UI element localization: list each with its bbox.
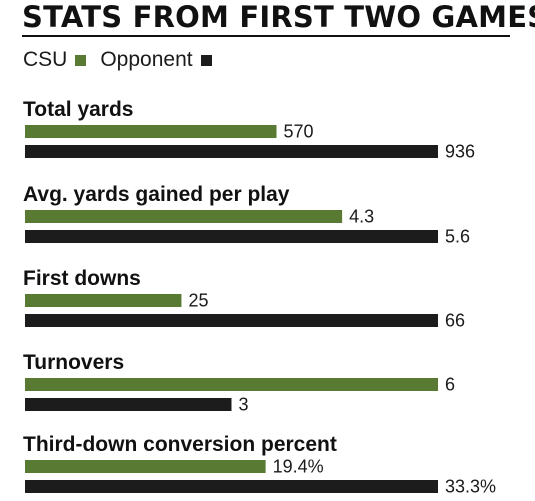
bar-third-down-conversion-percent-csu [25, 460, 266, 473]
value-label-third-down-conversion-percent-csu: 19.4% [273, 457, 324, 477]
bar-avg-yards-gained-per-play-csu [25, 210, 343, 223]
bar-first-downs-opponent [25, 314, 438, 327]
legend-label-opponent: Opponent [100, 48, 193, 71]
legend-swatch-opponent [200, 54, 212, 66]
bar-avg-yards-gained-per-play-opponent [25, 230, 438, 243]
group-label-first-downs: First downs [23, 267, 141, 290]
value-label-total-yards-csu: 570 [284, 122, 314, 142]
legend-item-csu: CSU [23, 48, 87, 72]
legend-item-opponent: Opponent [100, 48, 212, 72]
value-label-first-downs-csu: 25 [188, 291, 208, 311]
title-rule [22, 35, 510, 37]
value-label-avg-yards-gained-per-play-opponent: 5.6 [445, 227, 470, 247]
value-label-total-yards-opponent: 936 [445, 142, 475, 162]
value-label-first-downs-opponent: 66 [445, 311, 465, 331]
group-label-avg-yards-gained-per-play: Avg. yards gained per play [23, 183, 290, 206]
legend: CSU Opponent [23, 48, 226, 72]
group-label-turnovers: Turnovers [23, 351, 124, 374]
group-label-total-yards: Total yards [23, 98, 133, 121]
group-label-third-down-conversion-percent: Third-down conversion percent [23, 433, 337, 456]
bar-third-down-conversion-percent-opponent [25, 480, 438, 493]
bar-turnovers-csu [25, 378, 438, 391]
value-label-avg-yards-gained-per-play-csu: 4.3 [349, 207, 374, 227]
legend-swatch-csu [75, 54, 87, 66]
value-label-third-down-conversion-percent-opponent: 33.3% [445, 477, 496, 497]
value-label-turnovers-opponent: 3 [239, 395, 249, 415]
bar-turnovers-opponent [25, 398, 232, 411]
legend-label-csu: CSU [23, 48, 68, 71]
value-label-turnovers-csu: 6 [445, 375, 455, 395]
bar-total-yards-csu [25, 125, 277, 138]
chart-title: STATS FROM FIRST TWO GAMES [22, 0, 535, 34]
bar-first-downs-csu [25, 294, 182, 307]
bar-total-yards-opponent [25, 145, 438, 158]
